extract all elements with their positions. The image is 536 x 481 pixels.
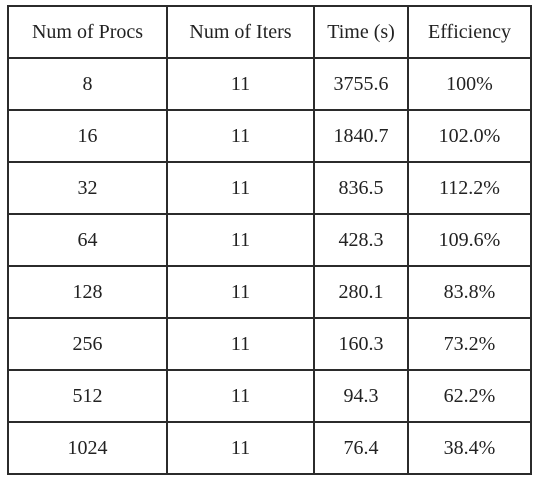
table-row: 16 11 1840.7 102.0%: [7, 109, 532, 163]
table-row: 512 11 94.3 62.2%: [7, 369, 532, 423]
cell-num-iters: 11: [166, 161, 315, 215]
cell-num-procs: 512: [7, 369, 168, 423]
cell-num-procs: 32: [7, 161, 168, 215]
cell-efficiency: 73.2%: [407, 317, 532, 371]
header-time: Time (s): [313, 5, 409, 59]
cell-time: 280.1: [313, 265, 409, 319]
cell-efficiency: 112.2%: [407, 161, 532, 215]
cell-num-procs: 16: [7, 109, 168, 163]
table-row: 256 11 160.3 73.2%: [7, 317, 532, 371]
table-row: 32 11 836.5 112.2%: [7, 161, 532, 215]
cell-num-procs: 256: [7, 317, 168, 371]
table-row: 64 11 428.3 109.6%: [7, 213, 532, 267]
cell-efficiency: 102.0%: [407, 109, 532, 163]
cell-num-iters: 11: [166, 369, 315, 423]
cell-time: 3755.6: [313, 57, 409, 111]
cell-num-iters: 11: [166, 317, 315, 371]
cell-num-iters: 11: [166, 265, 315, 319]
header-efficiency: Efficiency: [407, 5, 532, 59]
cell-time: 1840.7: [313, 109, 409, 163]
cell-efficiency: 100%: [407, 57, 532, 111]
table-row: 1024 11 76.4 38.4%: [7, 421, 532, 475]
cell-time: 76.4: [313, 421, 409, 475]
table-row: 128 11 280.1 83.8%: [7, 265, 532, 319]
cell-time: 428.3: [313, 213, 409, 267]
header-row: Num of Procs Num of Iters Time (s) Effic…: [7, 5, 532, 59]
header-num-iters: Num of Iters: [166, 5, 315, 59]
cell-time: 836.5: [313, 161, 409, 215]
cell-time: 160.3: [313, 317, 409, 371]
header-num-procs: Num of Procs: [7, 5, 168, 59]
cell-num-procs: 128: [7, 265, 168, 319]
table-row: 8 11 3755.6 100%: [7, 57, 532, 111]
cell-efficiency: 83.8%: [407, 265, 532, 319]
table-body: 8 11 3755.6 100% 16 11 1840.7 102.0% 32 …: [7, 57, 532, 475]
table-header: Num of Procs Num of Iters Time (s) Effic…: [7, 5, 532, 59]
cell-num-procs: 64: [7, 213, 168, 267]
cell-time: 94.3: [313, 369, 409, 423]
cell-efficiency: 38.4%: [407, 421, 532, 475]
cell-num-iters: 11: [166, 421, 315, 475]
cell-efficiency: 109.6%: [407, 213, 532, 267]
cell-num-procs: 1024: [7, 421, 168, 475]
cell-num-iters: 11: [166, 57, 315, 111]
scaling-table: Num of Procs Num of Iters Time (s) Effic…: [7, 5, 532, 475]
cell-efficiency: 62.2%: [407, 369, 532, 423]
cell-num-iters: 11: [166, 213, 315, 267]
cell-num-procs: 8: [7, 57, 168, 111]
cell-num-iters: 11: [166, 109, 315, 163]
